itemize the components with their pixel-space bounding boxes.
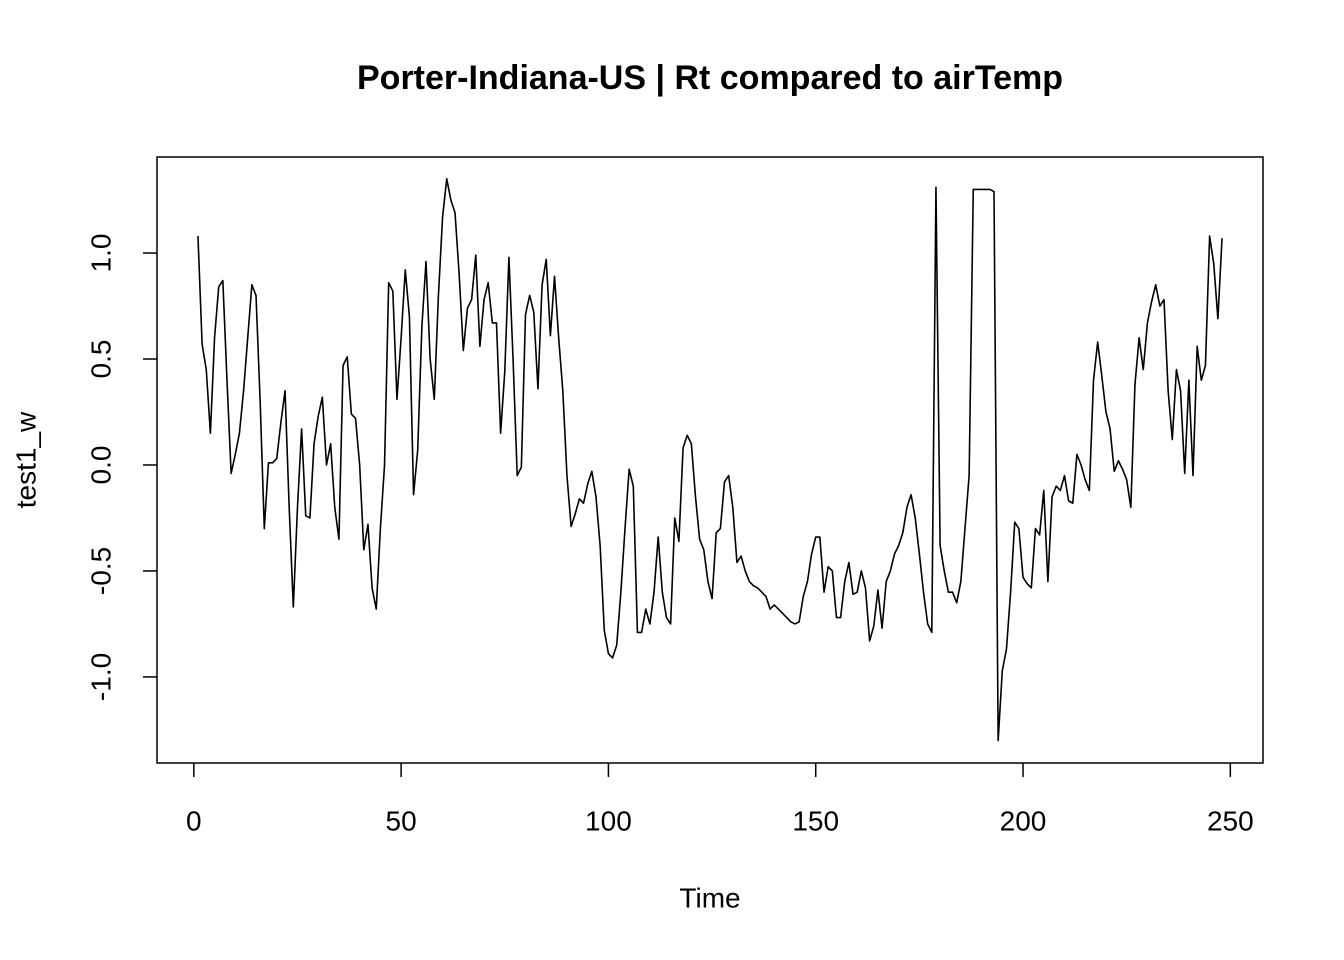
x-tick-label: 200	[1000, 805, 1047, 836]
y-tick-label: 0.5	[85, 340, 116, 379]
y-tick-label: -1.0	[85, 653, 116, 701]
y-axis-label: test1_w	[10, 411, 41, 508]
chart-title: Porter-Indiana-US | Rt compared to airTe…	[357, 59, 1063, 97]
x-tick-label: 0	[186, 805, 202, 836]
x-tick-label: 100	[585, 805, 632, 836]
y-tick-label: 1.0	[85, 234, 116, 273]
plot-box	[156, 156, 1264, 764]
x-tick-label: 50	[386, 805, 417, 836]
x-tick-label: 150	[792, 805, 839, 836]
y-tick-label: -0.5	[85, 547, 116, 595]
x-tick-label: 250	[1207, 805, 1254, 836]
x-axis-label: Time	[679, 882, 740, 913]
series-line	[197, 178, 1223, 742]
y-tick-label: 0.0	[85, 446, 116, 485]
